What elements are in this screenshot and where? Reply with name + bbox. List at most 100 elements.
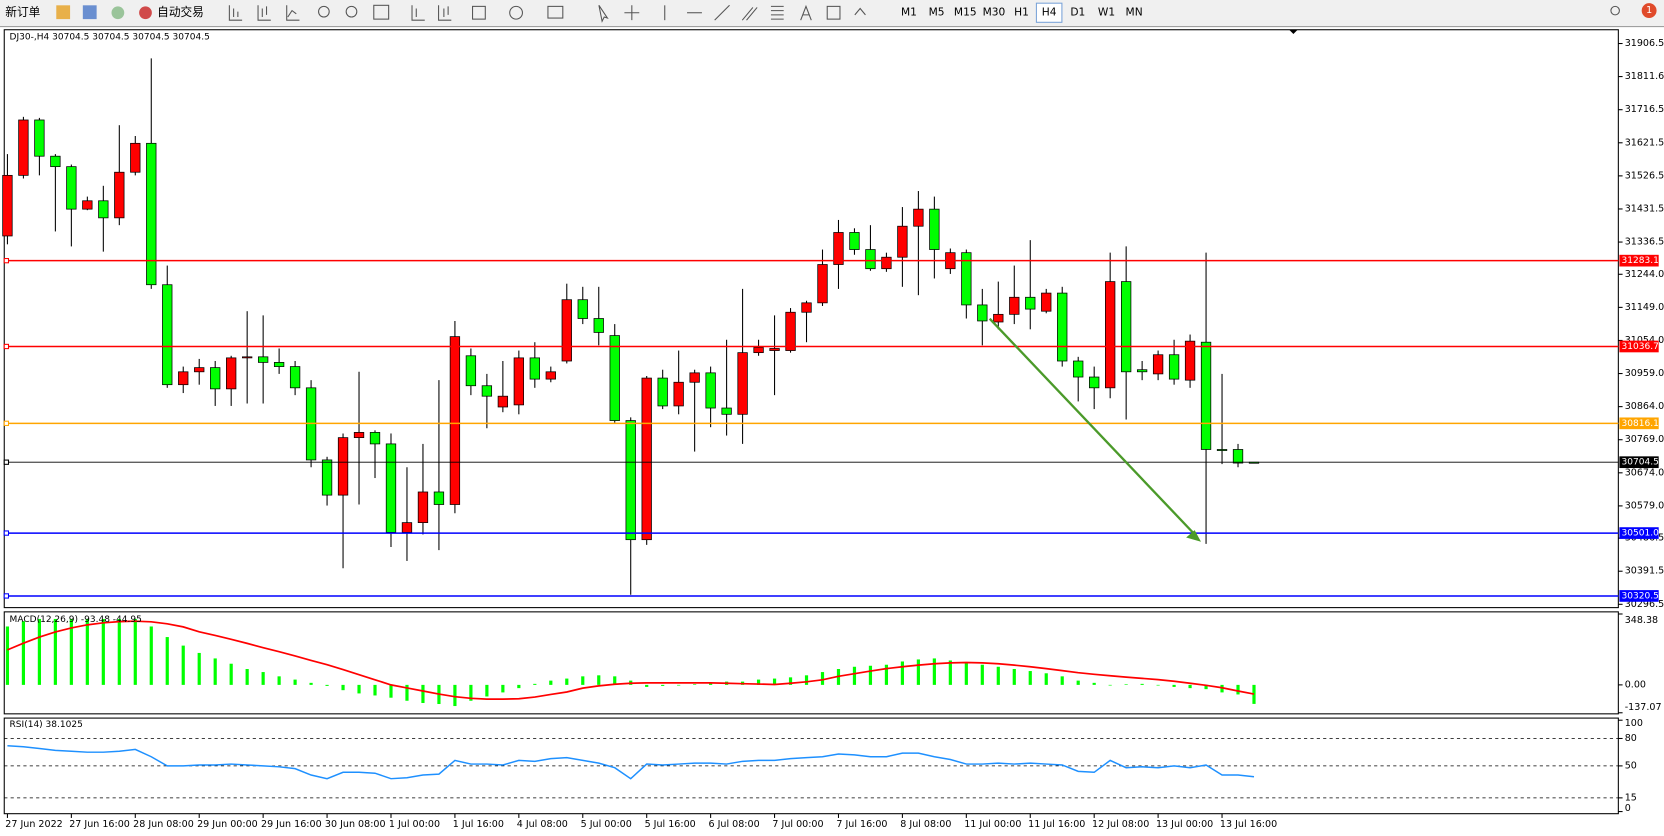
icon[interactable] bbox=[373, 4, 390, 20]
macd-bar bbox=[996, 666, 1000, 685]
macd-bar bbox=[197, 652, 201, 685]
macd-bar bbox=[1252, 684, 1256, 704]
price-label-box bbox=[1619, 590, 1659, 602]
macd-bar bbox=[325, 684, 329, 686]
macd-bar bbox=[661, 684, 665, 686]
timeframe-button[interactable]: W1 bbox=[1098, 6, 1115, 19]
candle-body bbox=[625, 420, 636, 541]
candle-body bbox=[817, 264, 828, 304]
icon[interactable] bbox=[111, 6, 125, 20]
x-tick-label: 7 Jul 16:00 bbox=[836, 819, 887, 830]
icon[interactable] bbox=[438, 5, 452, 21]
price-label-box bbox=[1619, 456, 1659, 469]
icon[interactable] bbox=[800, 4, 812, 21]
candle-body bbox=[545, 371, 556, 380]
macd-bar bbox=[964, 662, 968, 685]
x-tick-label: 28 Jun 08:00 bbox=[133, 819, 194, 830]
candle-body bbox=[401, 522, 413, 533]
candle-body bbox=[673, 381, 684, 407]
candle-body bbox=[385, 443, 397, 533]
timeframe-button[interactable]: H1 bbox=[1014, 6, 1029, 19]
x-tick-label: 29 Jun 00:00 bbox=[197, 819, 258, 830]
icon[interactable] bbox=[257, 5, 271, 21]
candle-body bbox=[353, 432, 365, 439]
macd-panel-title: MACD(12,26,9) -93.48 -44.95 bbox=[10, 615, 142, 625]
macd-bar bbox=[1124, 684, 1128, 685]
timeframe-button[interactable]: D1 bbox=[1070, 6, 1085, 19]
x-tick-label: 1 Jul 00:00 bbox=[389, 819, 440, 830]
candle-body bbox=[529, 357, 540, 380]
icon[interactable] bbox=[228, 5, 243, 21]
icon[interactable] bbox=[770, 5, 784, 20]
x-tick-label: 4 Jul 08:00 bbox=[517, 819, 568, 830]
icon[interactable] bbox=[714, 4, 730, 21]
y-tick-label: 348.38 bbox=[1625, 615, 1658, 626]
toolbar-icons[interactable] bbox=[228, 4, 1620, 23]
macd-bar bbox=[181, 645, 185, 685]
notification-badge[interactable] bbox=[1641, 3, 1657, 19]
candle-body bbox=[162, 284, 173, 386]
auto-trading-button[interactable]: 自动交易 bbox=[157, 5, 204, 19]
price-label: 30816.1 bbox=[1622, 419, 1659, 429]
candle-body bbox=[114, 171, 125, 219]
icon[interactable] bbox=[411, 5, 425, 21]
macd-bar bbox=[245, 669, 249, 685]
y-tick-label: 30864.0 bbox=[1625, 401, 1664, 412]
timeframe-button[interactable]: M15 bbox=[954, 6, 977, 19]
icon[interactable] bbox=[598, 5, 609, 23]
candle-body bbox=[210, 367, 221, 390]
auto-trading-icon[interactable] bbox=[139, 6, 152, 20]
macd-bar bbox=[756, 679, 761, 685]
macd-bar bbox=[820, 672, 825, 685]
icon[interactable] bbox=[854, 7, 866, 16]
search-icon[interactable] bbox=[1610, 5, 1620, 16]
candle-body bbox=[1152, 354, 1164, 375]
macd-bar bbox=[261, 672, 265, 685]
y-tick-label: 31526.5 bbox=[1625, 170, 1664, 181]
timeframe-button[interactable]: M1 bbox=[901, 6, 917, 19]
icon[interactable] bbox=[56, 5, 71, 20]
new-order-button[interactable]: 新订单 bbox=[5, 5, 40, 19]
y-tick-label: 30769.0 bbox=[1625, 434, 1664, 445]
macd-bar bbox=[501, 684, 505, 693]
candle-body bbox=[449, 336, 461, 505]
line-handle bbox=[3, 258, 10, 264]
macd-bar bbox=[1204, 684, 1208, 690]
icon[interactable] bbox=[286, 5, 300, 21]
candle-body bbox=[242, 356, 253, 359]
candle-body bbox=[1089, 376, 1100, 389]
price-label: 30704.5 bbox=[1622, 458, 1659, 468]
icon[interactable] bbox=[472, 5, 486, 20]
candle-body bbox=[1009, 296, 1020, 315]
price-label: 30320.5 bbox=[1622, 591, 1659, 601]
price-label-box bbox=[1619, 340, 1659, 353]
icon[interactable] bbox=[547, 5, 564, 19]
icon[interactable] bbox=[318, 5, 330, 18]
icon[interactable] bbox=[741, 7, 758, 21]
icon[interactable] bbox=[82, 5, 97, 20]
x-tick-label: 13 Jul 00:00 bbox=[1156, 819, 1213, 830]
candle-body bbox=[1216, 449, 1228, 451]
macd-panel bbox=[3, 611, 1619, 715]
candle-body bbox=[497, 395, 509, 408]
candle-body bbox=[369, 432, 381, 445]
macd-bar bbox=[1108, 684, 1112, 686]
x-tick-label: 27 Jun 16:00 bbox=[69, 819, 130, 830]
timeframe-button[interactable]: M30 bbox=[983, 6, 1006, 19]
icon[interactable] bbox=[826, 5, 841, 20]
timeframe-button[interactable]: M5 bbox=[929, 6, 945, 19]
y-tick-label: 31621.5 bbox=[1625, 137, 1664, 148]
timeframe-button[interactable]: MN bbox=[1126, 6, 1143, 19]
icon[interactable] bbox=[509, 5, 523, 20]
icon[interactable] bbox=[345, 5, 358, 18]
macd-bar bbox=[21, 621, 26, 685]
candle-body bbox=[929, 208, 940, 250]
candle-body bbox=[226, 357, 237, 390]
macd-bar bbox=[533, 683, 537, 685]
macd-bar bbox=[1220, 684, 1224, 693]
candle-body bbox=[1041, 292, 1052, 312]
timeframe-button[interactable]: H4 bbox=[1042, 6, 1057, 19]
icon[interactable] bbox=[624, 5, 640, 21]
y-tick-label: 30959.0 bbox=[1625, 368, 1664, 379]
